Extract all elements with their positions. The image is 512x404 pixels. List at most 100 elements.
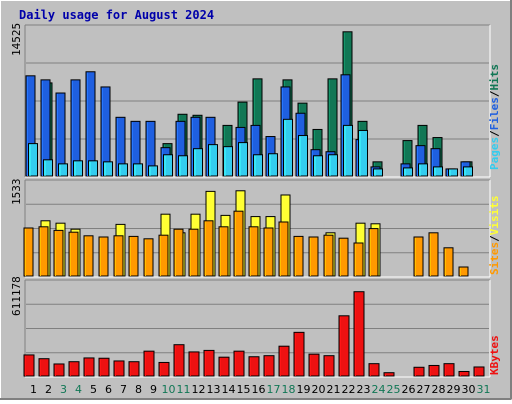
bar-pages-day-8 — [133, 163, 143, 177]
x-tick-label-day-22: 22 — [342, 383, 356, 396]
bar-kbytes-day-10 — [158, 361, 170, 377]
bar-pages-day-20 — [313, 155, 323, 177]
bar-kbytes-day-24 — [368, 363, 380, 377]
bar-sites-day-14 — [218, 226, 229, 277]
legend-files: Files — [488, 97, 501, 130]
bar-kbytes-day-27 — [413, 366, 425, 377]
x-tick-label-day-6: 6 — [105, 383, 112, 396]
bar-kbytes-day-17 — [263, 355, 275, 377]
legend-sites: Sites — [488, 242, 501, 275]
bar-kbytes-day-13 — [203, 349, 215, 377]
hits-ymax-label: 14525 — [10, 23, 23, 56]
bar-pages-day-28 — [433, 166, 443, 177]
bar-kbytes-day-14 — [218, 356, 230, 377]
visits-ymax-label: 1533 — [10, 179, 23, 206]
bar-pages-day-30 — [463, 166, 473, 177]
bar-pages-day-21 — [328, 154, 338, 177]
legend-kbytes: KBytes — [488, 335, 501, 375]
bar-kbytes-day-18 — [278, 345, 290, 377]
x-tick-label-day-3: 3 — [60, 383, 67, 396]
bar-kbytes-day-22 — [338, 315, 350, 377]
bar-kbytes-day-28 — [428, 364, 440, 377]
x-tick-label-day-29: 29 — [447, 383, 461, 396]
x-tick-label-day-24: 24 — [372, 383, 386, 396]
x-tick-label-day-31: 31 — [477, 383, 491, 396]
bar-sites-day-15 — [233, 210, 244, 277]
bar-pages-day-26 — [403, 167, 413, 177]
x-tick-label-day-19: 19 — [297, 383, 311, 396]
bar-kbytes-day-6 — [98, 357, 110, 377]
bar-sites-day-5 — [83, 235, 94, 277]
x-tick-label-day-23: 23 — [357, 383, 371, 396]
bar-pages-day-12 — [193, 148, 203, 177]
bar-pages-day-22 — [343, 124, 353, 177]
bar-kbytes-day-15 — [233, 350, 245, 377]
bar-sites-day-3 — [53, 229, 64, 277]
bar-pages-day-29 — [448, 168, 458, 177]
x-tick-label-day-28: 28 — [432, 383, 446, 396]
bar-kbytes-day-2 — [38, 358, 50, 377]
bar-sites-day-21 — [323, 234, 334, 277]
bar-kbytes-day-11 — [173, 344, 185, 377]
x-tick-label-day-1: 1 — [30, 383, 37, 396]
bar-pages-day-24 — [373, 168, 383, 177]
bar-sites-day-7 — [113, 235, 124, 277]
x-tick-label-day-18: 18 — [282, 383, 296, 396]
bar-sites-day-8 — [128, 235, 139, 277]
bar-pages-day-9 — [148, 165, 158, 177]
bar-sites-day-20 — [308, 236, 319, 277]
bar-pages-day-10 — [163, 154, 173, 177]
bar-sites-day-23 — [353, 242, 364, 277]
bar-pages-day-16 — [253, 154, 263, 177]
bar-pages-day-17 — [268, 153, 278, 177]
bar-sites-day-16 — [248, 226, 259, 277]
x-tick-label-day-7: 7 — [120, 383, 127, 396]
x-tick-label-day-9: 9 — [150, 383, 157, 396]
bar-pages-day-3 — [58, 163, 68, 177]
bar-pages-day-2 — [43, 159, 53, 177]
x-tick-label-day-13: 13 — [207, 383, 221, 396]
legend-hits: Hits — [488, 64, 501, 91]
bar-kbytes-day-7 — [113, 360, 125, 377]
bar-sites-day-30 — [458, 266, 469, 277]
x-tick-label-day-12: 12 — [192, 383, 206, 396]
x-tick-label-day-10: 10 — [162, 383, 176, 396]
x-axis-labels: 1 2 3 4 5 6 7 8 9 10 11 12 13 14 15 16 17 18 19 20 21 22 23 24 2… — [30, 383, 491, 396]
bar-kbytes-day-3 — [53, 363, 65, 377]
bar-kbytes-day-1 — [23, 354, 35, 377]
bar-kbytes-day-25 — [383, 372, 395, 377]
legend-visits: Visits — [488, 196, 501, 236]
bar-pages-day-19 — [298, 135, 308, 177]
x-tick-label-day-25: 25 — [387, 383, 401, 396]
kbytes-ymax-label: 611178 — [10, 276, 23, 316]
bar-sites-day-24 — [368, 228, 379, 277]
bar-sites-day-1 — [23, 227, 34, 277]
bar-sites-day-19 — [293, 235, 304, 277]
bar-pages-day-27 — [418, 163, 428, 177]
legend-separator: / — [488, 130, 501, 137]
bar-kbytes-day-29 — [443, 363, 455, 377]
bar-pages-day-5 — [88, 160, 98, 177]
x-tick-label-day-15: 15 — [237, 383, 251, 396]
bar-pages-day-7 — [118, 163, 128, 177]
bar-pages-day-18 — [283, 118, 293, 177]
x-tick-label-day-26: 26 — [402, 383, 416, 396]
bar-sites-day-29 — [443, 247, 454, 277]
bar-pages-day-4 — [73, 160, 83, 177]
x-tick-label-day-27: 27 — [417, 383, 431, 396]
panel-hits-files-pages — [24, 24, 491, 178]
bar-sites-day-18 — [278, 221, 289, 277]
x-tick-label-day-30: 30 — [462, 383, 476, 396]
bar-sites-day-10 — [158, 234, 169, 277]
bar-sites-day-9 — [143, 238, 154, 277]
legend-kbytes-label: KBytes — [488, 335, 501, 375]
x-tick-label-day-5: 5 — [90, 383, 97, 396]
bar-sites-day-13 — [203, 220, 214, 277]
x-tick-label-day-16: 16 — [252, 383, 266, 396]
panel-kbytes — [23, 279, 491, 378]
bar-pages-day-23 — [358, 129, 368, 177]
bar-kbytes-day-8 — [128, 361, 140, 377]
bar-sites-day-6 — [98, 236, 109, 277]
bar-pages-day-1 — [28, 143, 38, 177]
